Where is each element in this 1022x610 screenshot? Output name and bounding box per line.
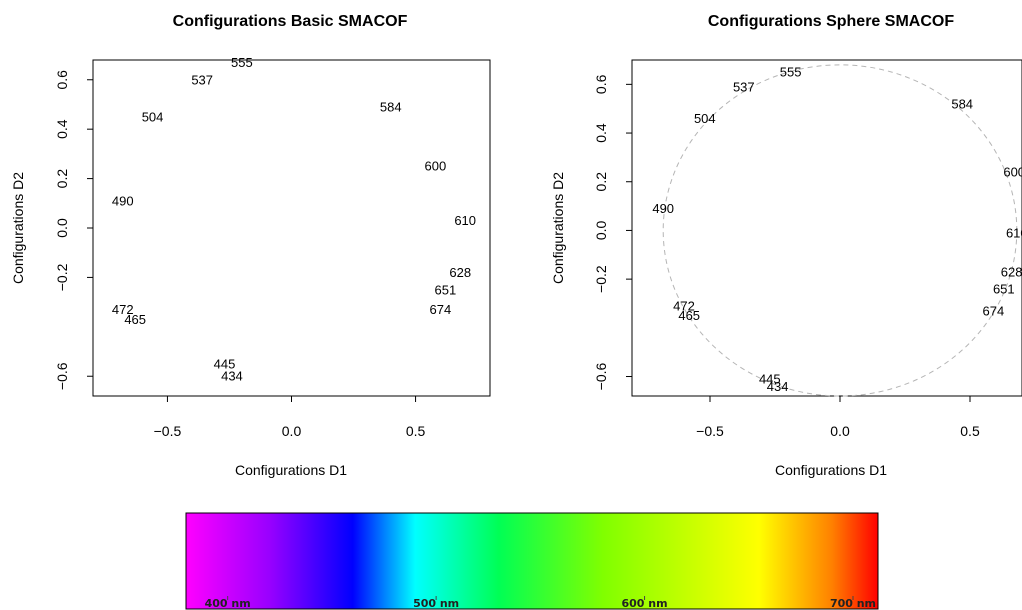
y-tick-label: −0.2	[593, 265, 609, 293]
x-tick-label: 0.5	[406, 423, 426, 439]
x-axis-label: Configurations D1	[775, 462, 887, 478]
point-label-504: 504	[694, 111, 716, 126]
x-tick-label: 0.5	[960, 423, 980, 439]
wavelength-colorbar: 400 nm 500 nm 600 nm 700 nm	[185, 512, 879, 610]
y-tick-label: 0.2	[54, 169, 70, 189]
point-label-674: 674	[983, 303, 1005, 318]
colorbar-tick-label: 700 nm	[830, 597, 876, 610]
point-label-465: 465	[678, 308, 700, 323]
point-label-465: 465	[124, 312, 146, 327]
y-tick-label: 0.6	[593, 74, 609, 94]
chart-title: Configurations Sphere SMACOF	[708, 13, 954, 30]
point-label-434: 434	[221, 369, 243, 384]
point-label-628: 628	[1001, 264, 1022, 279]
colorbar-gradient	[185, 512, 879, 610]
point-label-610: 610	[1006, 225, 1022, 240]
point-label-490: 490	[652, 201, 674, 216]
y-tick-label: 0.4	[54, 119, 70, 139]
point-label-537: 537	[191, 72, 213, 87]
panel-sphere-smacof: Configurations Sphere SMACOF −0.5 0.0 0.5−…	[550, 13, 1022, 478]
point-label-600: 600	[425, 159, 447, 174]
x-tick-label: 0.0	[282, 423, 302, 439]
point-label-674: 674	[430, 302, 452, 317]
point-label-472: 472	[112, 302, 134, 317]
x-tick-label: 0.0	[830, 423, 850, 439]
y-axis-label: Configurations D2	[10, 172, 26, 284]
point-label-490: 490	[112, 193, 134, 208]
colorbar-tick-label: 500 nm	[413, 597, 459, 610]
point-label-628: 628	[449, 265, 471, 280]
point-label-445: 445	[759, 371, 781, 386]
sphere-circle	[662, 64, 1018, 397]
axis-ticks: −0.5 0.0 0.5 −0.6 −0.2 0.0 0.2 0.4 0.6	[593, 74, 980, 439]
point-label-584: 584	[380, 99, 402, 114]
y-tick-label: 0.4	[593, 123, 609, 143]
point-label-472: 472	[673, 298, 695, 313]
point-label-504: 504	[142, 109, 164, 124]
point-label-651: 651	[993, 281, 1015, 296]
point-label-445: 445	[214, 356, 236, 371]
point-label-555: 555	[231, 55, 253, 70]
chart-title: Configurations Basic SMACOF	[173, 13, 408, 30]
point-label-434: 434	[767, 379, 789, 394]
point-label-651: 651	[434, 282, 456, 297]
point-label-600: 600	[1003, 165, 1022, 180]
colorbar-ticks: 400 nm 500 nm 600 nm 700 nm	[205, 596, 876, 610]
colorbar-tick-label: 600 nm	[622, 597, 668, 610]
point-label-555: 555	[780, 65, 802, 80]
point-label-610: 610	[454, 213, 476, 228]
axis-ticks: −0.5 0.0 0.5 −0.6 −0.2 0.0 0.2 0.4 0.6	[54, 70, 426, 439]
y-tick-label: −0.6	[54, 362, 70, 390]
point-label-537: 537	[733, 79, 755, 94]
y-tick-label: 0.0	[593, 220, 609, 240]
y-tick-label: −0.6	[593, 362, 609, 390]
panel-basic-smacof: Configurations Basic SMACOF −0.5 0.0 0.5−0…	[10, 13, 491, 478]
y-tick-label: 0.2	[593, 172, 609, 192]
y-axis-label: Configurations D2	[550, 172, 566, 284]
x-tick-label: −0.5	[696, 423, 724, 439]
y-tick-label: −0.2	[54, 263, 70, 291]
y-tick-label: 0.0	[54, 218, 70, 238]
x-axis-label: Configurations D1	[235, 462, 347, 478]
x-tick-label: −0.5	[154, 423, 182, 439]
point-label-584: 584	[951, 96, 973, 111]
colorbar-tick-label: 400 nm	[205, 597, 251, 610]
y-tick-label: 0.6	[54, 70, 70, 90]
